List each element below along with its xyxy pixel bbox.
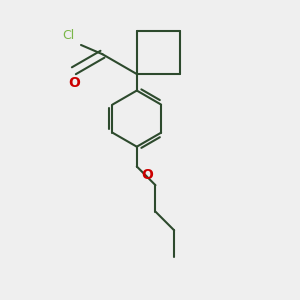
Text: O: O <box>142 168 154 182</box>
Text: O: O <box>68 76 80 90</box>
Text: Cl: Cl <box>62 29 74 42</box>
